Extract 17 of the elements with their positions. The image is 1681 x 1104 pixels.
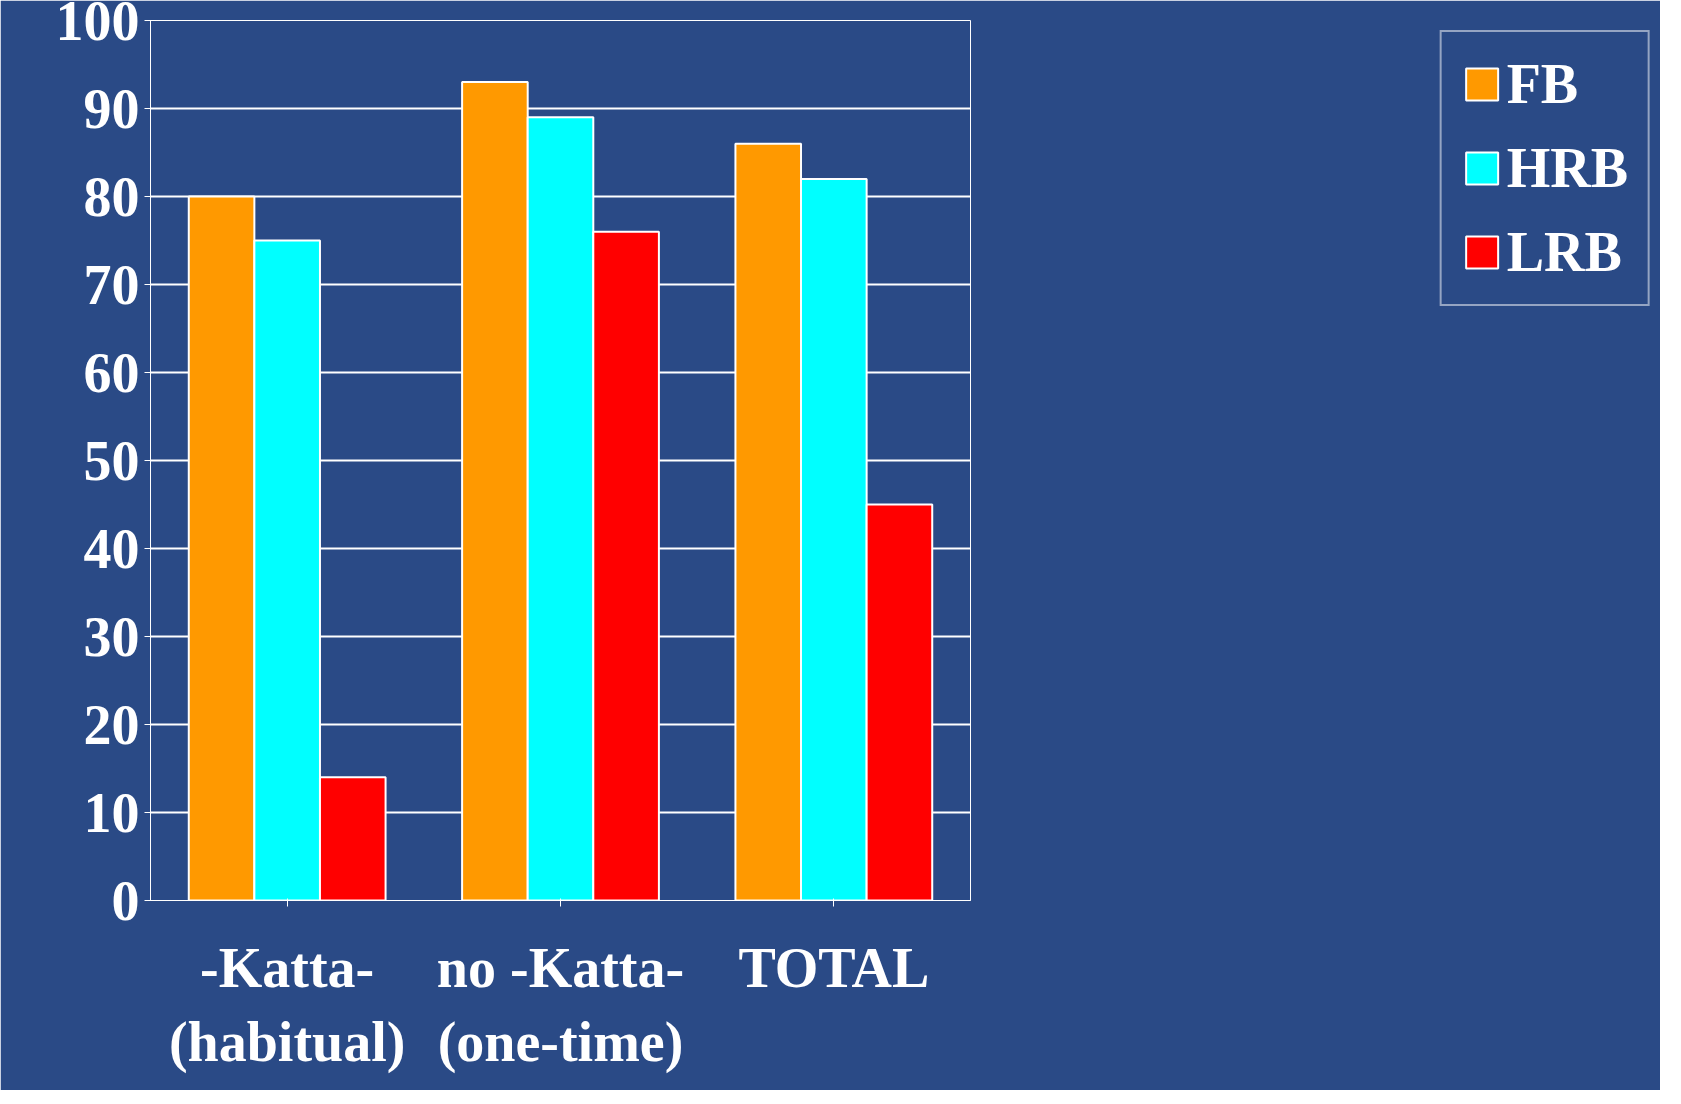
x-tick-label: no -Katta- (one-time) <box>436 936 685 1074</box>
x-tick-label: -Katta- (habitual) <box>168 936 406 1074</box>
legend-label: LRB <box>1506 220 1622 284</box>
y-tick-label: 10 <box>83 781 140 844</box>
y-tick-label: 0 <box>111 869 140 932</box>
y-tick-label: 100 <box>55 0 140 52</box>
y-tick-label: 60 <box>83 341 140 404</box>
legend-label: FB <box>1506 52 1579 116</box>
y-tick-label: 80 <box>83 165 140 228</box>
y-tick-label: 70 <box>83 253 140 316</box>
x-tick-label: TOTAL <box>738 936 930 999</box>
y-tick-label: 90 <box>83 77 140 140</box>
legend-label: HRB <box>1506 136 1628 200</box>
y-tick-label: 40 <box>83 517 140 580</box>
y-tick-label: 20 <box>83 693 140 756</box>
y-tick-label: 30 <box>83 605 140 668</box>
y-tick-label: 50 <box>83 429 140 492</box>
